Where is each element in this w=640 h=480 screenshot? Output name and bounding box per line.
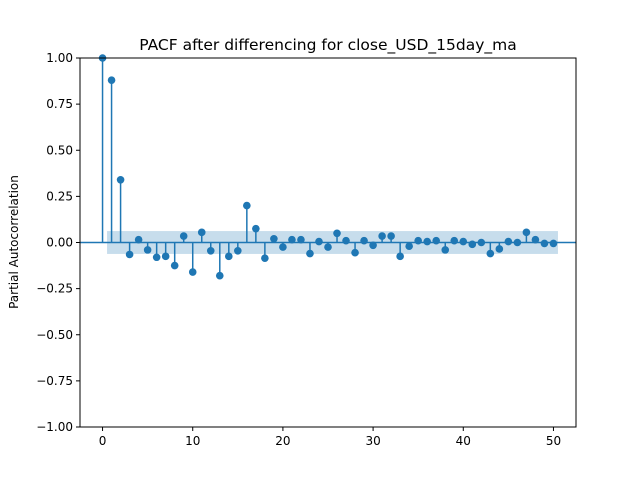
y-tick-label: −0.25	[36, 282, 73, 296]
stem-marker	[459, 237, 468, 246]
stem-marker	[333, 229, 341, 238]
stem-marker	[152, 253, 161, 262]
stem-marker	[360, 236, 368, 245]
stem-marker	[288, 235, 296, 244]
x-tick-label: 10	[185, 434, 200, 448]
stem-marker	[441, 246, 450, 254]
x-tick-label: 0	[99, 434, 107, 448]
stem-marker	[324, 243, 332, 251]
stem-marker	[414, 236, 422, 245]
stem-marker	[432, 236, 441, 245]
x-axis-ticks: 0 10 20 30 40 50	[99, 427, 561, 448]
stem-marker	[243, 201, 251, 210]
stem-marker	[477, 238, 486, 247]
stem-marker	[450, 236, 459, 245]
stem-marker	[486, 249, 495, 258]
y-axis-ticks: −1.00 −0.75 −0.50 −0.25 0.00 0.25 0.50 0.75 1.00	[36, 51, 80, 434]
y-tick-label: 1.00	[46, 51, 73, 65]
stem-marker	[549, 239, 558, 248]
y-tick-label: −0.75	[36, 374, 73, 388]
stem-marker	[297, 235, 305, 244]
stem-marker	[396, 252, 404, 261]
y-tick-label: 0.75	[46, 97, 73, 111]
y-tick-label: 0.00	[46, 236, 73, 250]
stem-marker	[315, 237, 323, 246]
x-tick-label: 30	[365, 434, 380, 448]
stem-marker	[504, 237, 513, 246]
x-tick-label: 50	[546, 434, 561, 448]
stem-marker	[215, 271, 224, 280]
stem-marker	[369, 241, 377, 250]
stem-marker	[513, 238, 522, 247]
stem-marker	[306, 249, 314, 258]
y-tick-label: 0.25	[46, 189, 73, 203]
stem-marker	[387, 232, 395, 240]
stem-marker	[197, 228, 206, 237]
stem-marker	[125, 250, 134, 259]
stem-marker	[170, 261, 179, 270]
stem-marker	[342, 236, 350, 245]
stem-marker	[107, 76, 116, 84]
stem-marker	[225, 252, 233, 261]
stem-marker	[540, 239, 549, 248]
markers-group	[98, 54, 558, 280]
stem-marker	[531, 235, 540, 244]
stem-marker	[495, 245, 504, 253]
stem-marker	[261, 254, 269, 262]
stem-marker	[206, 247, 215, 255]
y-axis-label: Partial Autocorrelation	[7, 175, 21, 309]
stem-marker	[252, 224, 260, 233]
chart-title: PACF after differencing for close_USD_15…	[139, 36, 516, 55]
stem-marker	[270, 235, 278, 243]
stem-marker	[423, 237, 432, 246]
stem-marker	[179, 232, 188, 240]
stem-marker	[234, 247, 242, 255]
stem-marker	[134, 235, 143, 244]
x-tick-label: 40	[456, 434, 471, 448]
stem-marker	[522, 228, 531, 237]
x-tick-label: 20	[275, 434, 290, 448]
stem-marker	[188, 268, 197, 276]
y-tick-label: −0.50	[36, 328, 73, 342]
stem-marker	[279, 243, 287, 251]
stem-marker	[161, 252, 170, 261]
stem-marker	[405, 242, 413, 250]
stem-marker	[468, 240, 477, 249]
y-tick-label: −1.00	[36, 420, 73, 434]
stem-marker	[143, 246, 152, 254]
stem-marker	[351, 248, 359, 257]
y-tick-label: 0.50	[46, 143, 73, 157]
stem-marker	[116, 175, 125, 184]
stem-marker	[378, 232, 386, 240]
